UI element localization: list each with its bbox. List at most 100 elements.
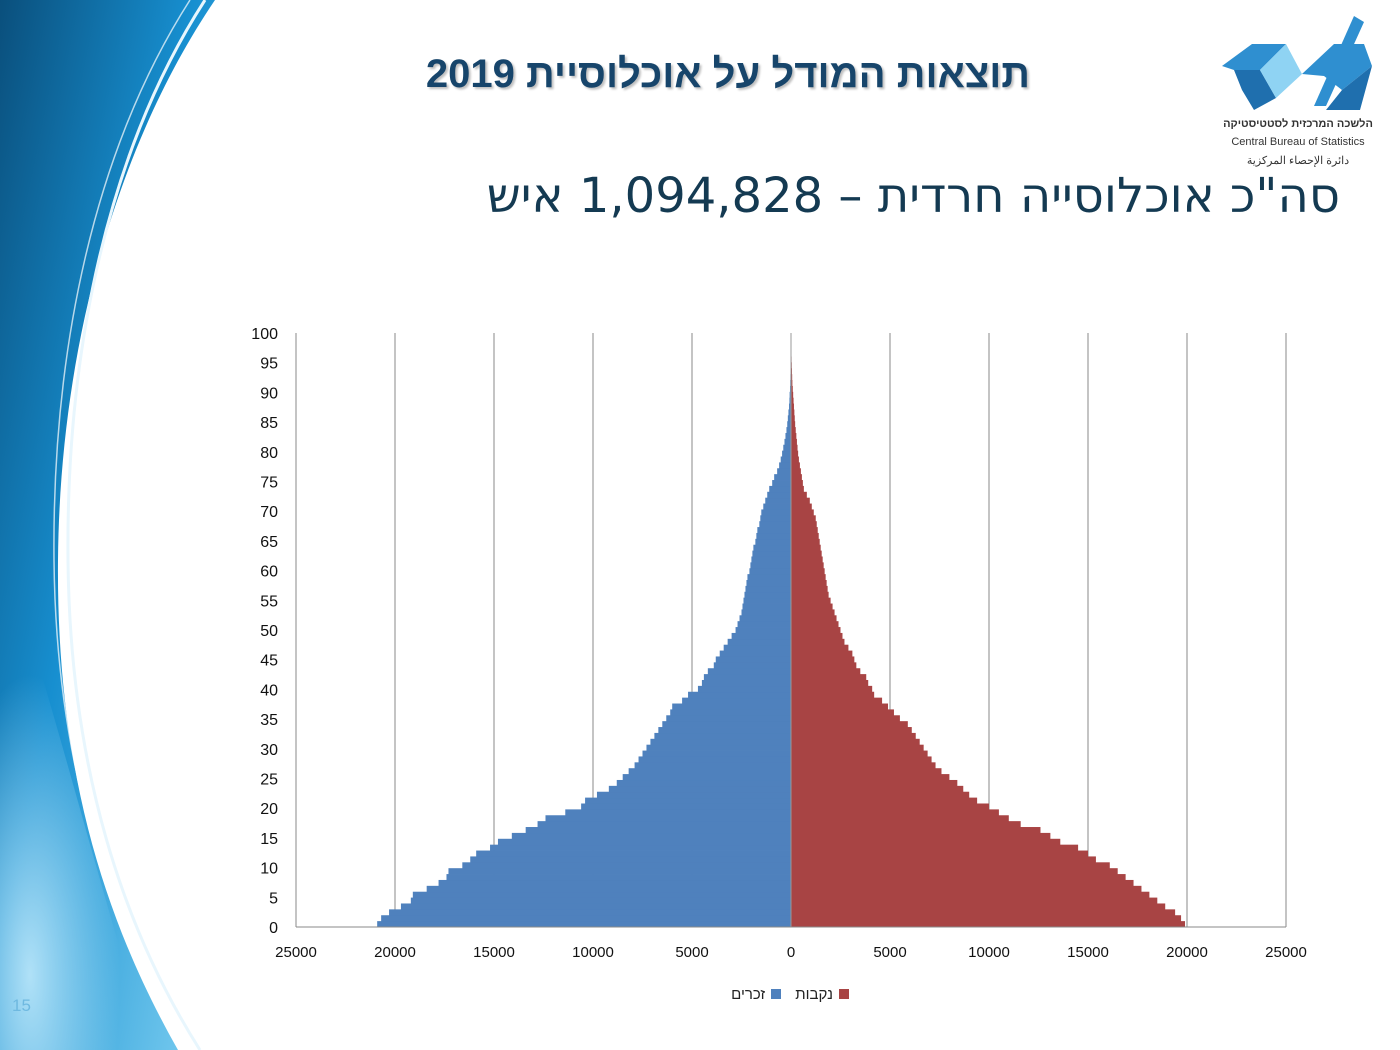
- female-bar: [791, 427, 796, 434]
- female-bar: [791, 609, 835, 616]
- female-bar: [791, 485, 804, 493]
- female-bar: [791, 762, 936, 769]
- female-bar: [791, 385, 793, 393]
- male-bar: [731, 632, 791, 640]
- male-bar: [719, 650, 791, 657]
- female-bar: [791, 521, 817, 528]
- male-bar: [697, 685, 791, 693]
- y-tick-label: 20: [260, 801, 278, 818]
- female-bar: [791, 444, 798, 452]
- male-bar: [412, 891, 791, 898]
- female-bar: [791, 574, 826, 581]
- female-bar: [791, 679, 869, 687]
- female-bar: [791, 832, 1051, 840]
- male-bar: [747, 574, 791, 581]
- male-bar: [638, 756, 791, 763]
- male-bar: [622, 774, 791, 781]
- male-bar: [780, 456, 791, 463]
- male-bar: [646, 744, 791, 751]
- male-bar: [470, 856, 791, 863]
- female-bar: [791, 862, 1110, 869]
- male-bar: [737, 621, 791, 628]
- female-bar: [791, 662, 857, 669]
- male-bar: [400, 903, 791, 910]
- female-bar: [791, 556, 823, 563]
- female-bar: [791, 603, 833, 610]
- male-bar: [377, 921, 791, 928]
- male-bar: [782, 450, 791, 457]
- male-bar: [713, 662, 791, 669]
- female-bar: [791, 897, 1158, 904]
- male-bar: [616, 779, 791, 787]
- male-bar: [715, 656, 791, 663]
- female-bar: [791, 438, 797, 446]
- female-bar: [791, 421, 796, 428]
- female-bar: [791, 921, 1186, 928]
- male-bar: [765, 497, 791, 504]
- female-bar: [791, 462, 800, 469]
- male-bar: [426, 885, 791, 893]
- female-bar: [791, 409, 795, 416]
- female-bar: [791, 856, 1096, 863]
- y-tick-label: 25: [260, 772, 278, 789]
- y-tick-label: 0: [269, 920, 278, 937]
- male-bar: [777, 468, 791, 475]
- female-bar: [791, 744, 924, 751]
- x-tick-label: 10000: [968, 944, 1010, 961]
- x-tick-label: 15000: [473, 944, 515, 961]
- male-bar: [723, 644, 791, 651]
- male-bar: [545, 815, 791, 822]
- male-bar: [701, 679, 791, 687]
- female-bar: [791, 585, 828, 593]
- female-bar: [791, 562, 824, 569]
- female-bar: [791, 915, 1182, 922]
- male-bar: [789, 403, 791, 410]
- female-bar: [791, 850, 1088, 857]
- male-bar: [735, 627, 791, 634]
- male-bar: [786, 427, 791, 434]
- female-bar: [791, 509, 814, 516]
- male-bar: [410, 897, 791, 904]
- cbs-logo: הלשכה המרכזית לסטטיסטיקה Central Bureau …: [1208, 14, 1388, 184]
- male-bar: [749, 568, 791, 575]
- female-bar: [791, 838, 1061, 846]
- female-bar: [791, 674, 867, 681]
- blue-swoosh-glow: [0, 550, 150, 1050]
- logo-hebrew-text: הלשכה המרכזית לסטטיסטיקה: [1223, 118, 1373, 130]
- y-tick-label: 30: [260, 742, 278, 759]
- male-bar: [779, 462, 791, 469]
- female-bar: [791, 774, 950, 781]
- chart-legend: נקבות זכרים: [690, 982, 890, 1006]
- female-bar: [791, 491, 807, 499]
- female-bar: [791, 891, 1150, 898]
- female-bar: [791, 656, 855, 663]
- male-bar: [789, 391, 791, 399]
- male-bar: [462, 862, 791, 869]
- y-tick-label: 70: [260, 504, 278, 521]
- y-tick-label: 80: [260, 445, 278, 462]
- female-bar: [791, 374, 793, 381]
- male-bar: [672, 703, 791, 710]
- male-bar: [662, 721, 791, 728]
- female-bar: [791, 750, 928, 757]
- female-bar: [791, 591, 829, 599]
- female-bar: [791, 909, 1176, 916]
- female-bar: [791, 615, 837, 622]
- female-bar: [791, 456, 799, 463]
- male-bar: [784, 438, 791, 446]
- female-bar: [791, 480, 803, 487]
- x-tick-label: 10000: [572, 944, 614, 961]
- female-bar: [791, 415, 795, 422]
- female-bar: [791, 391, 794, 399]
- female-bar: [791, 568, 825, 575]
- legend-label-females: נקבות: [795, 985, 833, 1003]
- male-bar: [581, 803, 791, 810]
- legend-label-males: זכרים: [731, 985, 766, 1003]
- male-bar: [742, 603, 791, 610]
- male-bar: [634, 762, 791, 769]
- male-bar: [752, 550, 791, 557]
- male-bar: [787, 421, 791, 428]
- male-bar: [755, 538, 791, 546]
- female-bar: [791, 474, 802, 481]
- female-bar: [791, 538, 820, 546]
